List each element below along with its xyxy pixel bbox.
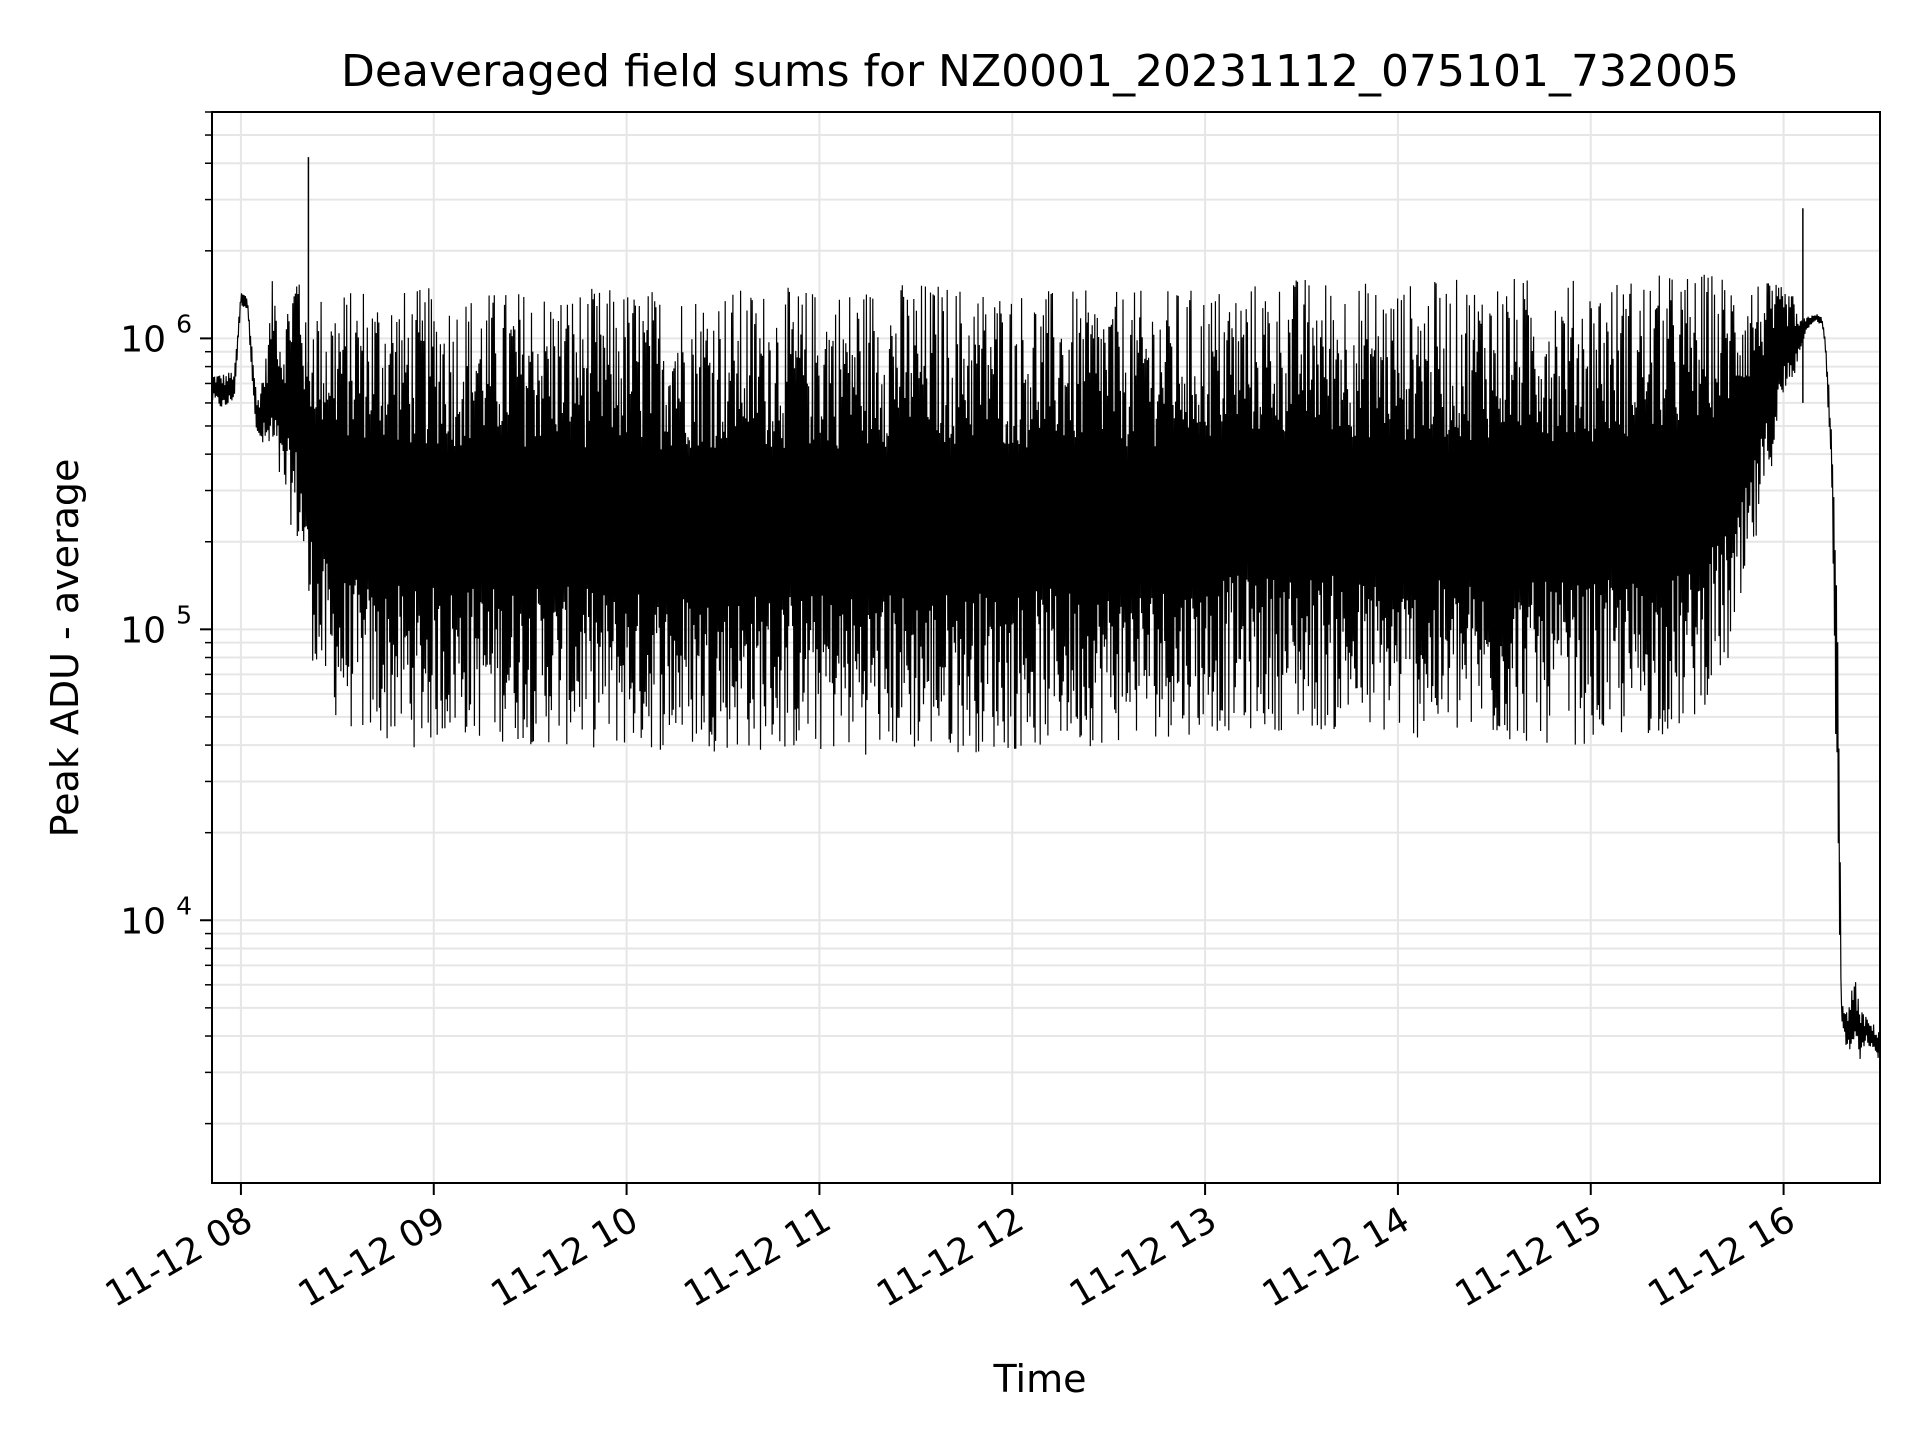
y-tick-exponent: 4 [176,891,192,920]
series-polyline [211,274,1881,1060]
x-axis-label: Time [993,1357,1087,1401]
y-tick-exponent: 6 [176,309,192,338]
y-axis-ticks: 10 4 10 5 10 6 [120,111,212,1125]
y-tick-exponent: 5 [176,600,192,629]
y-tick-label: 10 [120,319,166,360]
axes-frame [211,111,1881,1184]
chart-title: Deaveraged field sums for NZ0001_2023111… [341,46,1739,97]
y-tick-label: 10 [120,610,166,651]
y-tick-label: 10 [120,901,166,942]
data-series-line [211,157,1881,1060]
y-axis-label: Peak ADU - average [43,459,87,838]
